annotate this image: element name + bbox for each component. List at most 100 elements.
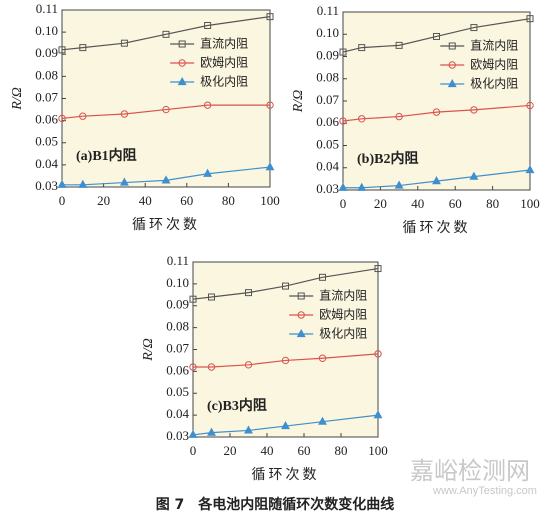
- marker: [374, 350, 382, 358]
- marker: [207, 363, 216, 371]
- marker: [119, 177, 129, 186]
- legend-label: 极化内阻: [319, 327, 367, 341]
- x-axis-label: 循环次数: [132, 217, 200, 233]
- marker: [162, 105, 170, 114]
- marker: [161, 175, 171, 184]
- legend-marker: [447, 78, 457, 88]
- x-tick-label: 20: [374, 196, 387, 211]
- marker: [358, 115, 366, 123]
- marker: [189, 363, 197, 371]
- marker: [433, 32, 440, 40]
- y-tick-label: 0.11: [167, 253, 189, 268]
- legend-marker: [448, 61, 456, 69]
- marker: [432, 108, 441, 116]
- marker: [470, 24, 478, 32]
- y-tick-label: 0.04: [35, 156, 58, 171]
- legend-marker: [178, 59, 186, 67]
- marker: [244, 425, 253, 434]
- legend-marker: [297, 292, 305, 300]
- legend-marker: [177, 76, 187, 86]
- marker: [57, 179, 67, 188]
- marker: [204, 21, 212, 29]
- marker: [266, 101, 274, 109]
- marker: [208, 293, 215, 301]
- x-tick-label: 100: [520, 196, 540, 211]
- series-line: [192, 414, 379, 436]
- marker: [245, 289, 252, 297]
- y-tick-label: 0.10: [316, 25, 339, 40]
- marker: [374, 265, 382, 273]
- x-tick-label: 0: [190, 443, 197, 458]
- x-tick-label: 80: [335, 443, 348, 458]
- plot-area: [61, 9, 271, 188]
- legend-label: 欧姆内阻: [319, 308, 367, 322]
- x-tick-label: 40: [139, 193, 152, 208]
- marker: [207, 427, 216, 436]
- y-tick-label: 0.06: [35, 112, 58, 127]
- legend-marker: [296, 328, 306, 338]
- y-axis-label: R/Ω: [141, 338, 156, 362]
- x-tick-label: 0: [340, 196, 347, 211]
- legend-marker: [448, 42, 456, 50]
- marker: [526, 101, 534, 110]
- y-tick-label: 0.10: [35, 23, 58, 38]
- marker: [78, 179, 88, 188]
- y-tick-label: 0.04: [316, 159, 339, 174]
- legend-label: 欧姆内阻: [470, 58, 518, 72]
- y-tick-label: 0.11: [36, 1, 58, 16]
- marker: [281, 421, 290, 430]
- marker: [394, 180, 404, 189]
- x-tick-label: 60: [298, 443, 311, 458]
- marker: [338, 182, 348, 191]
- marker: [358, 44, 366, 52]
- marker: [79, 44, 87, 52]
- x-tick-label: 80: [222, 193, 235, 208]
- y-tick-label: 0.08: [316, 70, 339, 85]
- watermark: 嘉峪检测网: [410, 457, 530, 485]
- legend-marker: [178, 40, 186, 48]
- y-tick-label: 0.05: [35, 134, 58, 149]
- x-tick-label: 100: [368, 443, 388, 458]
- marker: [526, 15, 534, 23]
- y-tick-label: 0.10: [166, 275, 189, 290]
- y-tick-label: 0.09: [35, 45, 58, 60]
- x-tick-label: 0: [59, 193, 66, 208]
- marker: [120, 39, 128, 47]
- marker: [339, 117, 347, 125]
- marker: [432, 176, 441, 185]
- x-tick-label: 40: [411, 196, 424, 211]
- x-tick-label: 60: [449, 196, 462, 211]
- marker: [373, 410, 383, 419]
- series-line: [343, 169, 531, 189]
- x-tick-label: 60: [180, 193, 193, 208]
- marker: [319, 273, 326, 281]
- y-tick-label: 0.08: [166, 319, 189, 334]
- y-tick-label: 0.07: [166, 340, 189, 355]
- x-axis-label: 循环次数: [403, 220, 471, 236]
- x-tick-label: 20: [97, 193, 110, 208]
- x-tick-label: 20: [224, 443, 237, 458]
- y-tick-label: 0.09: [316, 47, 339, 62]
- y-tick-label: 0.03: [316, 181, 339, 196]
- annotation: (c)B3内阻: [207, 397, 267, 414]
- legend-label: 欧姆内阻: [200, 56, 248, 70]
- marker: [339, 48, 347, 56]
- marker: [525, 164, 535, 174]
- marker: [469, 171, 479, 180]
- marker: [470, 106, 478, 114]
- marker: [395, 41, 403, 49]
- marker: [203, 168, 213, 177]
- marker: [58, 114, 66, 123]
- y-tick-label: 0.06: [316, 114, 339, 129]
- y-tick-label: 0.03: [35, 178, 58, 193]
- x-tick-label: 40: [261, 443, 274, 458]
- marker: [282, 282, 289, 290]
- plot-area: [342, 11, 531, 191]
- annotation: (b)B2内阻: [357, 150, 418, 167]
- marker: [244, 361, 253, 369]
- marker: [203, 101, 212, 109]
- y-tick-label: 0.04: [166, 406, 189, 421]
- legend-marker: [297, 311, 305, 319]
- marker: [79, 112, 87, 120]
